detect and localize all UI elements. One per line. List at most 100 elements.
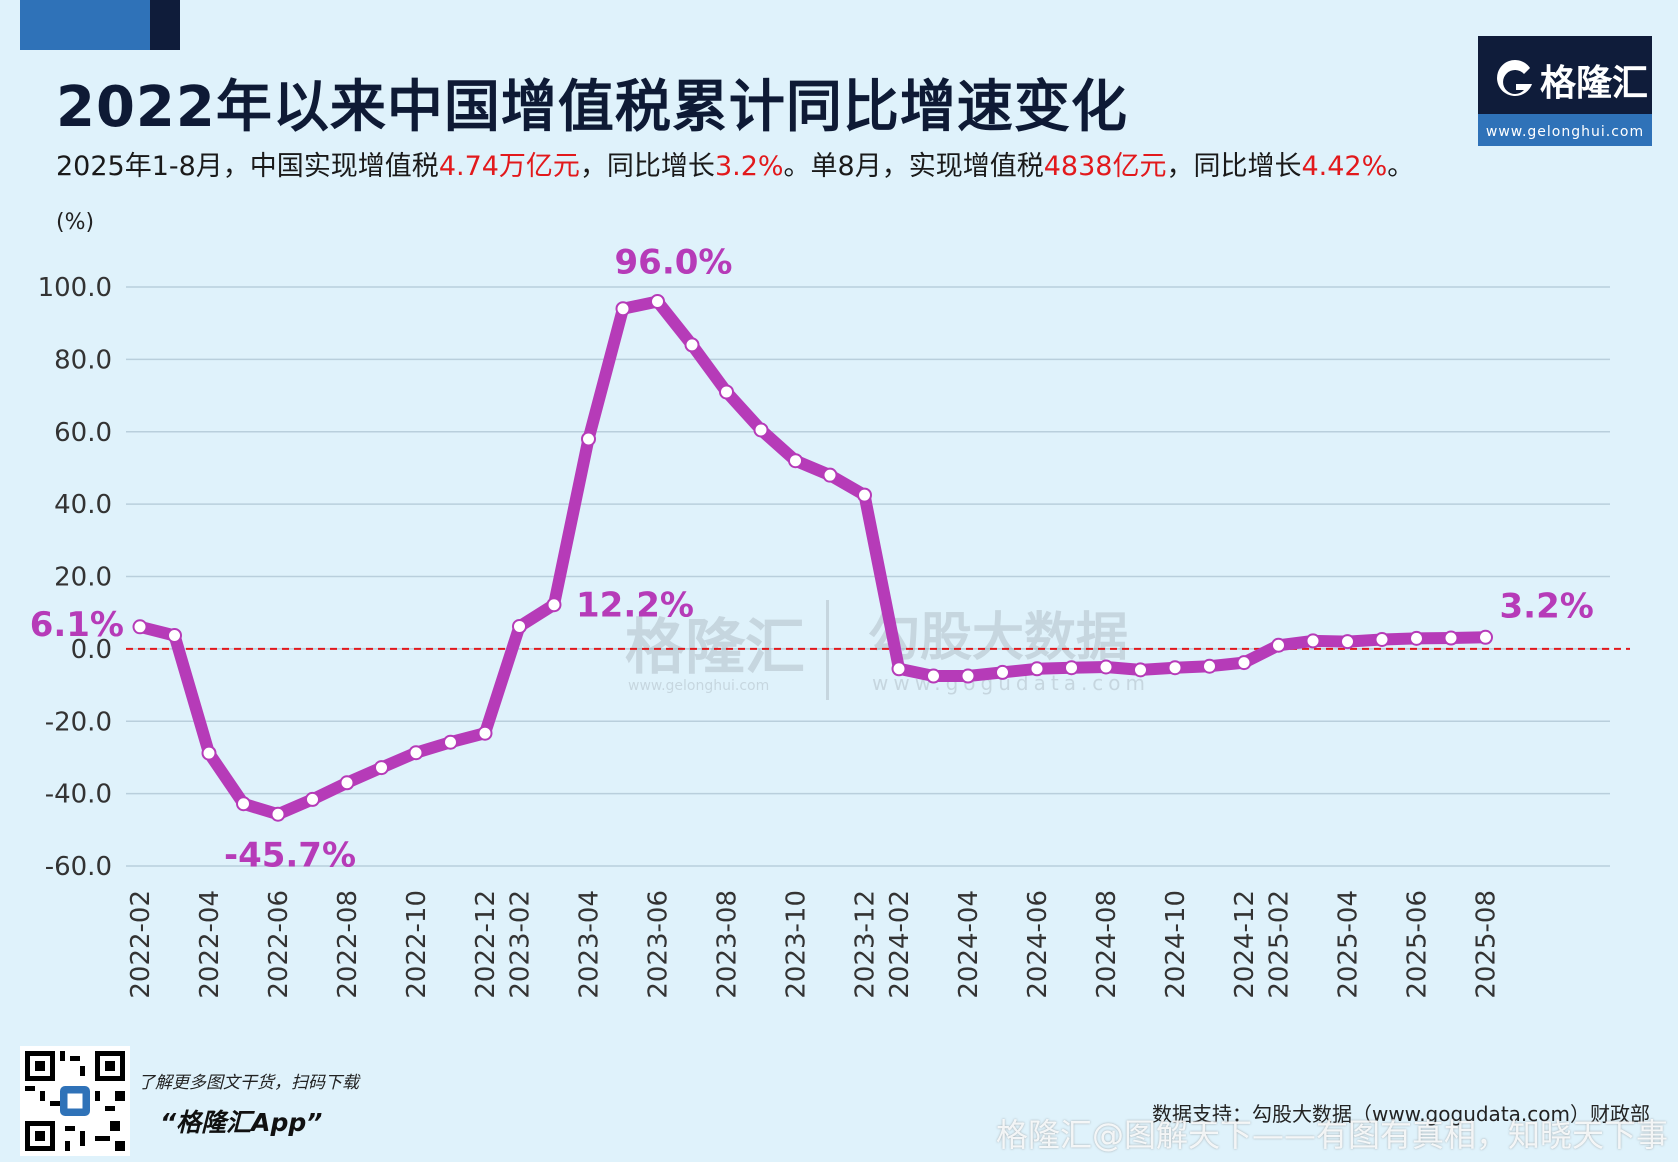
x-tick-label: 2025-02 (1265, 890, 1295, 999)
data-point (1305, 633, 1321, 649)
x-tick-label: 2023-08 (713, 890, 743, 999)
data-point (926, 668, 941, 684)
y-tick-label: 100.0 (38, 273, 112, 303)
data-point (615, 301, 631, 317)
y-tick-label: 80.0 (54, 345, 112, 375)
data-point (408, 745, 424, 761)
y-tick-label: 0.0 (71, 635, 112, 665)
data-label: 12.2% (576, 586, 694, 626)
x-tick-label: 2025-06 (1403, 890, 1433, 999)
qr-caption: 了解更多图文干货，扫码下载 (138, 1073, 359, 1093)
x-tick-label: 2024-10 (1161, 890, 1191, 999)
data-point (684, 337, 700, 353)
x-tick-label: 2023-06 (644, 890, 674, 999)
data-point (270, 806, 286, 822)
data-point (1029, 661, 1045, 677)
data-point (1167, 660, 1183, 676)
series-markers (132, 293, 1493, 822)
y-axis-ticks: 100.0 80.0 60.0 40.0 20.0 0.0 -20.0 -40.0 -60.0 (38, 273, 112, 882)
x-tick-label: 2022-06 (264, 890, 294, 999)
x-tick-label: 2022-02 (126, 890, 156, 999)
x-tick-label: 2024-02 (885, 890, 915, 999)
data-point (1236, 655, 1252, 671)
x-tick-label: 2024-12 (1230, 890, 1260, 999)
data-point (1064, 660, 1079, 676)
data-label: 96.0% (615, 242, 733, 282)
data-label: 6.1% (30, 605, 124, 645)
data-point (1478, 629, 1493, 645)
data-source: 数据支持：勾股大数据（www.gogudata.com）财政部 (1151, 1102, 1650, 1126)
data-point (546, 597, 562, 613)
data-point (822, 467, 838, 483)
data-point (753, 422, 769, 438)
data-point (132, 619, 148, 635)
data-point (1340, 634, 1355, 650)
chart-subtitle: 2025年1-8月，中国实现增值税4.74万亿元，同比增长3.2%。单8月，实现… (56, 144, 1414, 183)
subtitle-part: 。 (1387, 151, 1415, 182)
series-line (134, 295, 1492, 821)
watermark-divider (826, 600, 829, 700)
x-tick-label: 2023-12 (851, 890, 881, 999)
y-tick-label: 40.0 (54, 490, 112, 520)
logo-url: www.gelonghui.com (1485, 124, 1645, 140)
data-point (788, 453, 803, 469)
gelonghui-logo: 格隆汇 www.gelonghui.com (1478, 36, 1652, 146)
subtitle-part: ，同比增长 (579, 151, 715, 182)
x-tick-label: 2024-08 (1092, 890, 1122, 999)
y-tick-label: -60.0 (45, 852, 112, 882)
data-point (1443, 630, 1459, 646)
data-point (167, 627, 182, 643)
x-tick-label: 2023-02 (506, 890, 536, 999)
y-tick-label: -40.0 (45, 780, 112, 810)
y-axis-unit-label: (%) (56, 210, 95, 235)
x-tick-label: 2024-06 (1023, 890, 1053, 999)
subtitle-part: 。单8月，实现增值税 (783, 151, 1044, 182)
chart-title: 2022年以来中国增值税累计同比增速变化 (56, 75, 1128, 140)
y-tick-label: 60.0 (54, 418, 112, 448)
logo-url-bar (1478, 114, 1652, 146)
gelonghui-logo-icon (1497, 59, 1532, 96)
data-point (443, 734, 458, 750)
footer-watermark: 格隆汇@图解天下——有图有真相，知晓天下事 (995, 1116, 1668, 1154)
data-point (512, 618, 527, 634)
data-point (1409, 630, 1424, 646)
y-tick-label: -20.0 (45, 707, 112, 737)
data-point (650, 293, 665, 309)
x-tick-label: 2025-08 (1472, 890, 1502, 999)
subtitle-part: 2025年1-8月，中国实现增值税 (56, 151, 439, 182)
data-annotations: 6.1% -45.7% 12.2% 96.0% 3.2% (30, 242, 1594, 875)
data-point (719, 384, 734, 400)
watermark-brand2: 勾股大数据 (868, 608, 1128, 668)
subtitle-part: 4.74万亿元 (438, 151, 580, 182)
x-tick-label: 2023-10 (782, 890, 812, 999)
x-tick-label: 2022-10 (402, 890, 432, 999)
data-point (1133, 662, 1148, 678)
data-point (305, 791, 320, 807)
data-point (960, 668, 976, 684)
subtitle-part: ，同比增长 (1166, 151, 1302, 182)
data-point (236, 796, 251, 812)
subtitle-part: 4838亿元 (1043, 151, 1167, 182)
x-tick-label: 2022-12 (471, 890, 501, 999)
data-point (1374, 631, 1390, 647)
data-point (1202, 658, 1217, 674)
data-point (891, 661, 907, 677)
x-tick-label: 2022-08 (333, 890, 363, 999)
qr-code-pattern-icon (25, 1051, 125, 1151)
x-tick-label: 2023-04 (575, 890, 605, 999)
line-chart: 100.080.060.040.020.00.0-20.0-40.0-60.0 … (30, 242, 1630, 999)
logo-brand-name: 格隆汇 (1540, 63, 1649, 104)
x-tick-label: 2022-04 (195, 890, 225, 999)
data-point (581, 431, 596, 447)
corner-accent-block (20, 0, 150, 50)
data-point (1271, 637, 1286, 653)
data-point (339, 775, 355, 791)
qr-code[interactable] (20, 1046, 130, 1156)
x-tick-label: 2025-04 (1334, 890, 1364, 999)
watermark-url: www.gelonghui.com (628, 678, 769, 694)
subtitle-part: 3.2% (714, 151, 784, 182)
x-axis-ticks: 2022-02 2022-04 2022-06 2022-08 2022-10 2022-… (126, 890, 1502, 999)
data-label: 3.2% (1500, 586, 1594, 626)
x-tick-label: 2024-04 (954, 890, 984, 999)
data-point (477, 725, 493, 741)
